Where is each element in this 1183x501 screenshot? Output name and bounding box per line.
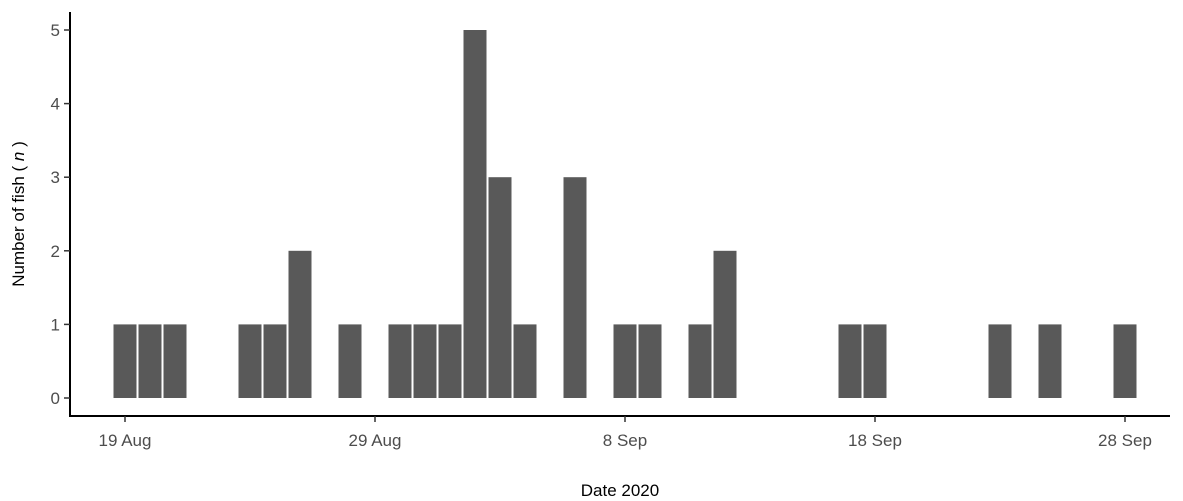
bar-2020-09-06 — [563, 177, 587, 398]
bar-2020-09-01 — [438, 324, 462, 398]
bar-2020-09-09 — [638, 324, 662, 398]
bar-2020-09-23 — [988, 324, 1012, 398]
bar-2020-08-26 — [288, 250, 312, 398]
x-tick-label: 18 Sep — [848, 431, 902, 450]
bar-2020-08-21 — [163, 324, 187, 398]
y-tick-label: 2 — [51, 242, 60, 261]
y-axis-title-prefix: Number of fish ( — [9, 161, 28, 287]
x-tick-label: 29 Aug — [349, 431, 402, 450]
y-axis-ticks: 0 1 2 3 4 5 — [51, 21, 70, 408]
bar-2020-08-31 — [413, 324, 437, 398]
bar-2020-09-28 — [1113, 324, 1137, 398]
bar-2020-09-12 — [713, 250, 737, 398]
y-tick-label: 0 — [51, 389, 60, 408]
x-axis-ticks: 19 Aug 29 Aug 8 Sep 18 Sep 28 Sep — [99, 416, 1152, 450]
bar-2020-08-20 — [138, 324, 162, 398]
bar-2020-09-08 — [613, 324, 637, 398]
bar-2020-08-19 — [113, 324, 137, 398]
bar-2020-08-25 — [263, 324, 287, 398]
bar-2020-09-25 — [1038, 324, 1062, 398]
bar-2020-08-24 — [238, 324, 262, 398]
x-tick-label: 8 Sep — [603, 431, 647, 450]
bar-2020-09-18 — [863, 324, 887, 398]
bar-2020-08-28 — [338, 324, 362, 398]
y-axis-title-italic: n — [9, 152, 28, 161]
y-tick-label: 5 — [51, 21, 60, 40]
x-tick-label: 19 Aug — [99, 431, 152, 450]
x-tick-label: 28 Sep — [1098, 431, 1152, 450]
y-tick-label: 3 — [51, 168, 60, 187]
bar-2020-09-03 — [488, 177, 512, 398]
x-axis-title: Date 2020 — [581, 481, 659, 500]
bar-2020-08-30 — [388, 324, 412, 398]
bar-2020-09-04 — [513, 324, 537, 398]
y-tick-label: 1 — [51, 315, 60, 334]
bar-2020-09-02 — [463, 30, 487, 398]
y-axis-title-suffix: ) — [9, 141, 28, 151]
bar-2020-09-11 — [688, 324, 712, 398]
bar-2020-09-17 — [838, 324, 862, 398]
y-axis-title: Number of fish ( n ) — [9, 141, 28, 287]
y-tick-label: 4 — [51, 95, 60, 114]
bars-group — [113, 30, 1137, 398]
